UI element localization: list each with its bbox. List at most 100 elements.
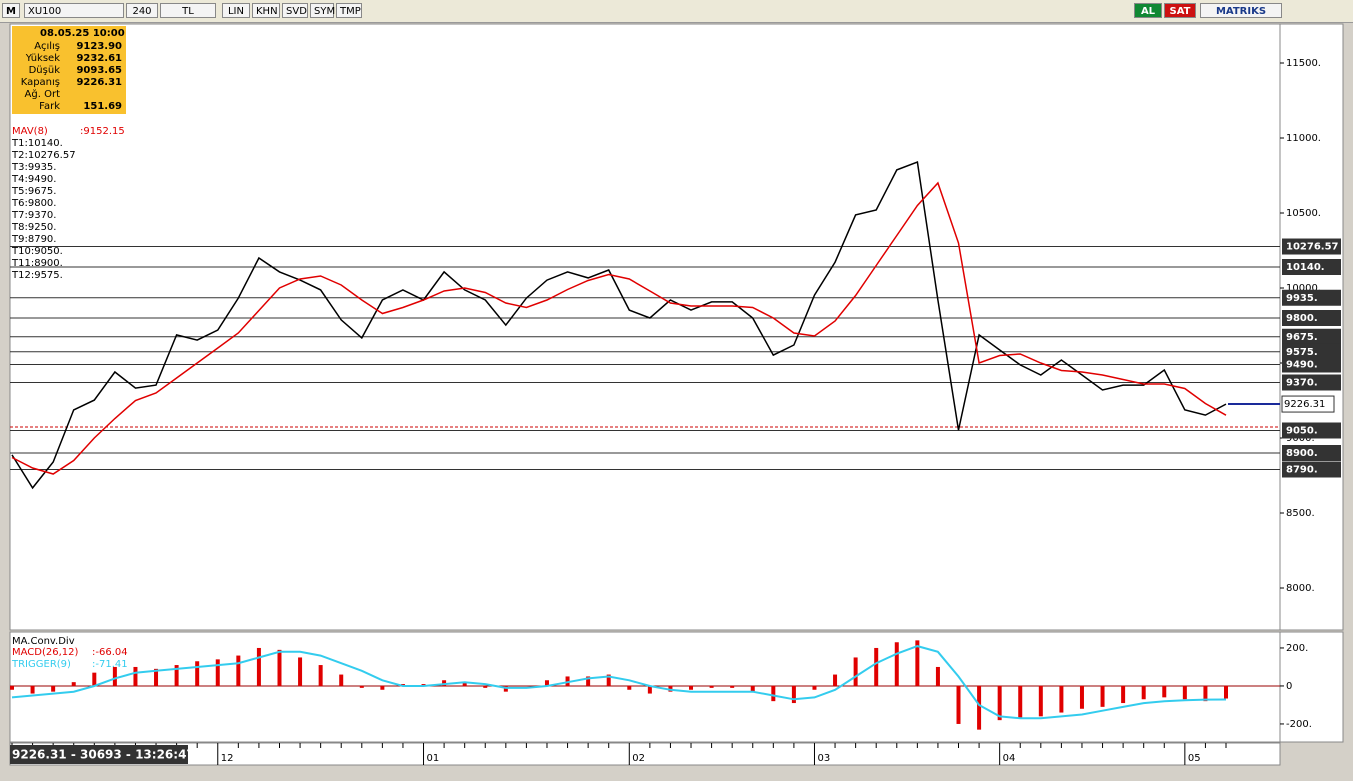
macd-bar bbox=[544, 680, 549, 686]
level-label-box bbox=[1282, 328, 1341, 345]
info-date: 08.05.25 10:00 bbox=[40, 28, 125, 39]
macd-bar bbox=[10, 685, 14, 690]
macd-bar bbox=[195, 661, 200, 686]
macd-axis bbox=[1279, 631, 1344, 743]
level-label-box bbox=[1282, 374, 1341, 391]
symbol-field[interactable]: XU100 bbox=[24, 3, 124, 18]
target-label: T2:10276.57 bbox=[11, 150, 76, 161]
macd-bar bbox=[1162, 685, 1167, 698]
info-label: Yüksek bbox=[25, 53, 60, 64]
period-field[interactable]: 240 bbox=[126, 3, 158, 18]
level-label-box bbox=[1282, 422, 1341, 439]
macd-bar bbox=[833, 674, 838, 686]
macd-bar bbox=[1059, 685, 1064, 713]
x-tick-label: 04 bbox=[1003, 753, 1016, 764]
y-tick-label: 11500. bbox=[1286, 58, 1321, 69]
info-value: 9232.61 bbox=[76, 53, 122, 64]
info-label: Fark bbox=[39, 101, 60, 112]
macd-bar bbox=[874, 647, 879, 686]
trigger-line bbox=[11, 645, 1227, 720]
macd-pane bbox=[9, 631, 1281, 743]
x-tick-label: 05 bbox=[1188, 753, 1201, 764]
info-value: 9123.90 bbox=[76, 41, 122, 52]
macd-bar bbox=[627, 685, 632, 690]
macd-bar bbox=[277, 649, 282, 686]
macd-bar bbox=[318, 665, 323, 686]
macd-bar bbox=[935, 666, 940, 686]
x-tick-label: 12 bbox=[221, 753, 234, 764]
level-label: 10140. bbox=[1286, 262, 1325, 273]
toolbar-button[interactable]: SVD bbox=[282, 3, 308, 18]
macd-bar bbox=[51, 685, 56, 692]
level-label-box bbox=[1282, 259, 1341, 275]
toolbar-button[interactable]: KHN bbox=[252, 3, 280, 18]
target-label: T9:8790. bbox=[11, 234, 56, 245]
status-box bbox=[10, 745, 188, 764]
indicator-name: MAV(8) bbox=[12, 126, 48, 137]
macd-bar bbox=[71, 682, 76, 686]
price-line bbox=[11, 160, 1227, 490]
target-label: T1:10140. bbox=[11, 138, 63, 149]
macd-legend-name: MACD(26,12) bbox=[12, 647, 79, 658]
level-label-box bbox=[1282, 343, 1341, 360]
target-label: T10:9050. bbox=[11, 246, 63, 257]
level-label-box bbox=[1282, 310, 1341, 326]
target-label: T6:9800. bbox=[11, 198, 56, 209]
currency-field[interactable]: TL bbox=[160, 3, 216, 18]
macd-bar bbox=[771, 685, 776, 702]
info-label: Düşük bbox=[29, 65, 61, 76]
price-pane bbox=[9, 23, 1281, 631]
level-label: 8900. bbox=[1286, 448, 1318, 459]
level-label-box bbox=[1282, 238, 1341, 255]
last-price-box bbox=[1281, 395, 1335, 413]
macd-bar bbox=[689, 685, 694, 690]
macd-bar bbox=[1018, 685, 1023, 719]
macd-bar bbox=[730, 685, 735, 688]
macd-bar bbox=[1079, 685, 1084, 709]
macd-bar bbox=[154, 668, 159, 686]
sell-button[interactable]: SAT bbox=[1164, 3, 1196, 18]
macd-legend-value: :-66.04 bbox=[92, 647, 128, 658]
brand: MATRIKS bbox=[1200, 3, 1282, 18]
buy-button[interactable]: AL bbox=[1134, 3, 1162, 18]
level-label: 9800. bbox=[1286, 313, 1318, 324]
level-label: 9575. bbox=[1286, 347, 1318, 358]
macd-bar bbox=[586, 676, 591, 686]
toolbar-button[interactable]: TMP bbox=[336, 3, 362, 18]
macd-bar bbox=[1100, 685, 1105, 707]
macd-bar bbox=[256, 647, 261, 686]
macd-bar bbox=[1121, 685, 1126, 704]
level-label: 9935. bbox=[1286, 293, 1318, 304]
level-label: 10276.57 bbox=[1286, 242, 1339, 253]
level-label-box bbox=[1282, 289, 1341, 306]
level-label: 8790. bbox=[1286, 465, 1318, 476]
toolbar-button[interactable]: SYM bbox=[310, 3, 335, 18]
target-label: T11:8900. bbox=[11, 258, 63, 269]
macd-bar bbox=[1141, 685, 1146, 700]
macd-bar bbox=[359, 685, 364, 688]
info-value: 151.69 bbox=[83, 101, 122, 112]
macd-bar bbox=[339, 674, 344, 686]
macd-bar bbox=[174, 665, 179, 686]
logo[interactable]: M bbox=[2, 3, 20, 18]
indicator-value: :9152.15 bbox=[80, 126, 125, 137]
macd-bar bbox=[894, 642, 899, 686]
macd-bar bbox=[1203, 685, 1208, 702]
info-value: 9093.65 bbox=[76, 65, 122, 76]
macd-title: MA.Conv.Div bbox=[12, 636, 75, 647]
target-label: T8:9250. bbox=[11, 222, 56, 233]
price-axis bbox=[1279, 23, 1344, 631]
y-tick-label: 0 bbox=[1286, 681, 1292, 692]
info-label: Kapanış bbox=[21, 77, 60, 88]
level-label-box bbox=[1282, 461, 1341, 478]
level-label: 9370. bbox=[1286, 378, 1318, 389]
y-tick-label: 8500. bbox=[1286, 508, 1315, 519]
toolbar-button[interactable]: LIN bbox=[222, 3, 250, 18]
level-label-box bbox=[1282, 356, 1341, 373]
macd-bar bbox=[791, 685, 796, 704]
target-label: T3:9935. bbox=[11, 162, 56, 173]
macd-bar bbox=[606, 674, 611, 686]
level-label-box bbox=[1282, 445, 1341, 461]
target-label: T4:9490. bbox=[11, 174, 56, 185]
macd-bar bbox=[915, 640, 920, 686]
